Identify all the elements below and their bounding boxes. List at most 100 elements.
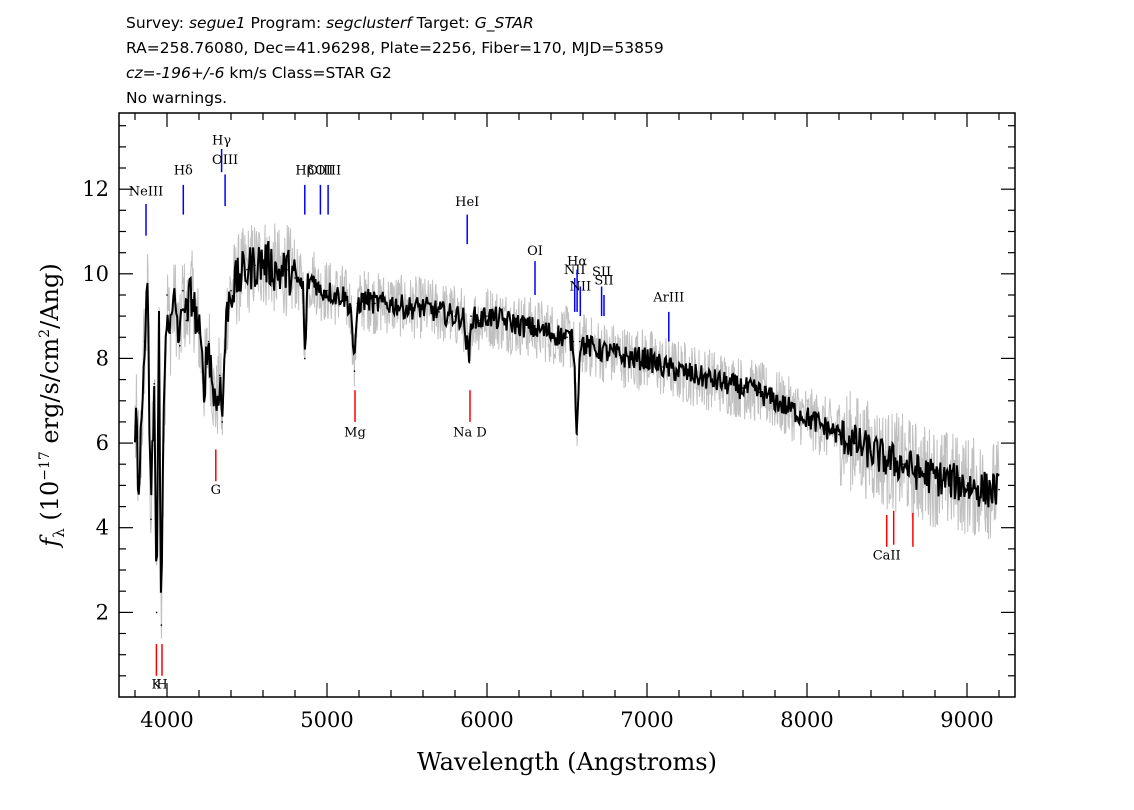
line-label: SII — [594, 273, 613, 288]
header-line-4: No warnings. — [126, 89, 227, 107]
flux-point — [153, 383, 155, 385]
x-tick-label: 6000 — [460, 708, 513, 732]
flux-point — [468, 361, 471, 364]
flux-point — [356, 302, 359, 305]
line-label: OIII — [307, 163, 333, 178]
flux-point — [190, 289, 192, 292]
flux-point — [195, 315, 197, 317]
line-label: NII — [564, 263, 586, 278]
line-label: HeI — [455, 195, 479, 210]
line-label: OIII — [212, 153, 238, 168]
flux-point — [534, 328, 536, 330]
line-label: ArIII — [652, 290, 684, 305]
flux-point — [774, 400, 776, 402]
y-axis-label-part: −17 — [37, 451, 53, 481]
line-label: Hδ — [174, 163, 193, 178]
flux-point — [454, 315, 456, 317]
y-axis-label-part: erg/s/cm — [36, 338, 64, 452]
flux-point — [350, 306, 352, 309]
flux-point — [212, 391, 215, 394]
flux-point — [646, 357, 648, 360]
y-axis-label-part: λ — [50, 528, 68, 538]
flux-point — [221, 421, 223, 423]
y-tick-label: 10 — [82, 262, 109, 286]
flux-point — [710, 378, 712, 381]
flux-point — [227, 302, 229, 305]
flux-point — [223, 349, 226, 351]
header-segment: Program: — [246, 14, 326, 32]
line-label: Mg — [344, 426, 366, 441]
flux-point — [163, 408, 165, 411]
flux-point — [585, 345, 587, 347]
flux-point — [406, 306, 408, 309]
axes: 4000 5000 6000 7000 8000 9000 2 4 6 8 10 12 — [82, 112, 1016, 732]
x-tick-label: 5000 — [300, 708, 353, 732]
flux-point — [139, 476, 141, 478]
flux-point — [174, 298, 176, 301]
flux-point — [822, 425, 824, 428]
x-tick-label: 8000 — [780, 708, 833, 732]
y-axis-label-part: (10 — [36, 481, 64, 529]
flux-point — [230, 289, 232, 292]
line-label: OI — [527, 244, 543, 259]
flux-point — [422, 306, 424, 309]
x-tick-label: 9000 — [940, 708, 993, 732]
flux-point — [207, 340, 210, 343]
flux-point — [179, 345, 181, 347]
flux-point — [304, 357, 306, 360]
flux-point — [390, 302, 392, 305]
flux-point — [219, 374, 221, 377]
x-axis-label: Wavelength (Angstroms) — [417, 748, 717, 776]
flux-point — [366, 298, 368, 301]
flux-point — [982, 488, 984, 491]
flux-point — [870, 450, 872, 453]
y-tick-label: 4 — [96, 516, 109, 540]
flux-point — [238, 277, 240, 279]
flux-point — [215, 404, 218, 406]
flux-point — [598, 349, 600, 351]
flux-point — [203, 383, 205, 385]
flux-point — [278, 273, 280, 275]
flux-point — [662, 366, 664, 368]
flux-point — [934, 476, 936, 478]
y-tick-label: 8 — [96, 346, 109, 370]
flux-point — [169, 332, 171, 334]
header-segment: km/s Class=STAR G2 — [225, 64, 392, 82]
y-tick-label: 6 — [96, 431, 109, 455]
flux-point — [742, 387, 744, 389]
flux-point — [470, 315, 472, 317]
flux-point — [758, 391, 760, 394]
flux-point — [270, 264, 272, 267]
flux-point — [806, 416, 808, 419]
header-segment: segclusterf — [326, 14, 414, 32]
line-label: NeIII — [129, 185, 163, 200]
y-tick-label: 2 — [96, 600, 109, 624]
flux-point — [572, 340, 575, 343]
flux-point — [902, 463, 904, 466]
flux-point — [726, 383, 728, 385]
flux-point — [478, 319, 480, 322]
flux-raw-series — [134, 223, 1000, 639]
flux-point — [918, 471, 920, 474]
flux-point — [166, 294, 168, 296]
flux-point — [150, 518, 152, 521]
header-segment: cz=-196+/-6 — [126, 64, 225, 82]
plot-frame — [118, 112, 1016, 698]
flux-point — [313, 277, 316, 279]
flux-point — [134, 425, 136, 428]
line-label: OIII — [315, 163, 341, 178]
flux-point — [342, 294, 344, 296]
flux-point — [374, 302, 376, 305]
flux-point — [694, 374, 696, 377]
flux-point — [462, 315, 464, 317]
line-label: Na D — [453, 426, 487, 441]
header-line-3: cz=-196+/-6 km/s Class=STAR G2 — [126, 64, 392, 82]
y-axis-label-part: /Ang) — [36, 263, 64, 329]
y-axis-label: fλ (10−17 erg/s/cm2/Ang) — [36, 263, 68, 548]
flux-point — [302, 285, 304, 288]
line-label: Hγ — [212, 134, 231, 149]
flux-point — [550, 332, 552, 334]
line-label: SII — [592, 265, 611, 280]
y-tick-label: 12 — [82, 177, 109, 201]
